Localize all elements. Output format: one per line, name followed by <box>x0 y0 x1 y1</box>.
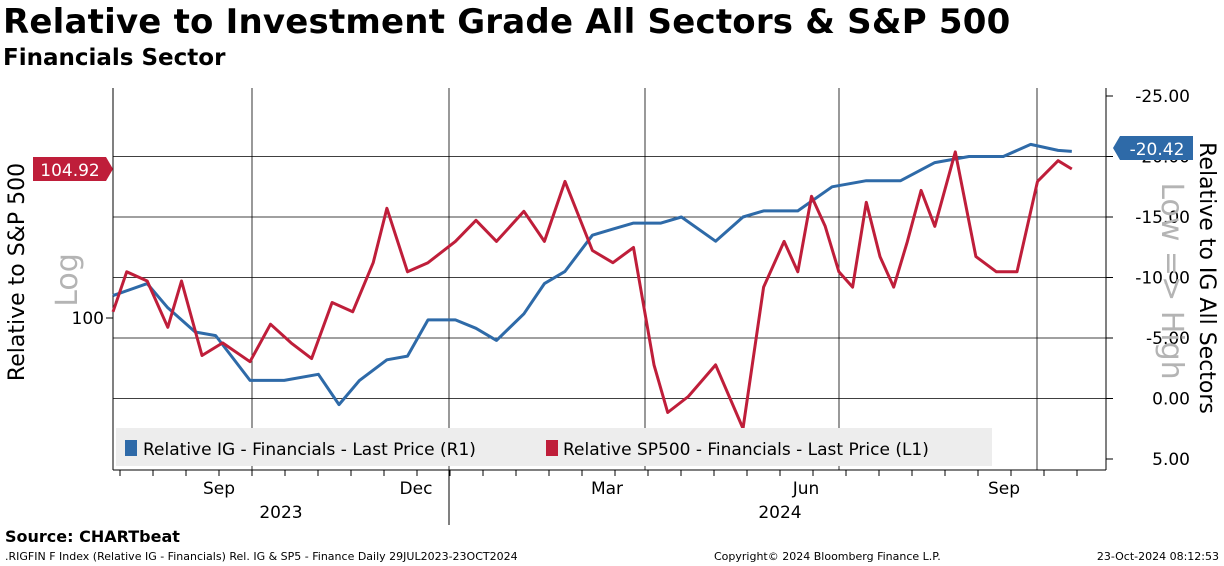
left-axis-label: Relative to S&P 500 <box>5 163 30 381</box>
watermark-low-high: Low => High <box>1154 182 1189 379</box>
x-ticks <box>119 470 1078 476</box>
grid <box>113 88 1106 470</box>
legend-swatch-sp500 <box>546 440 558 456</box>
right-tick-label: -5.00 <box>1146 329 1190 349</box>
chart-subtitle: Financials Sector <box>3 45 226 71</box>
left-last-value-badge: 104.92 <box>33 157 113 181</box>
footer-copyright: Copyright© 2024 Bloomberg Finance L.P. <box>714 550 941 563</box>
right-last-value-text: -20.42 <box>1130 140 1185 160</box>
watermark-log: Log <box>50 253 85 307</box>
legend: Relative IG - Financials - Last Price (R… <box>116 428 992 466</box>
legend-label-sp500: Relative SP500 - Financials - Last Price… <box>563 440 929 460</box>
right-tick-label: -10.00 <box>1135 269 1190 289</box>
right-tick-label: 0.00 <box>1152 390 1190 410</box>
right-tick-labels: -25.00-20.00-15.00-10.00-5.000.005.00 <box>1106 87 1190 470</box>
right-last-value-badge: -20.42 <box>1113 136 1193 160</box>
right-tick-label: -25.00 <box>1135 87 1190 107</box>
right-tick-label: 5.00 <box>1152 450 1190 470</box>
right-axis-label: Relative to IG All Sectors <box>1194 142 1219 414</box>
x-month-label-sep-2023: Sep <box>203 479 235 499</box>
left-last-value-text: 104.92 <box>40 161 99 181</box>
footer-timestamp: 23-Oct-2024 08:12:53 <box>1096 550 1219 563</box>
x-month-label-dec: Dec <box>400 479 433 499</box>
chart-title: Relative to Investment Grade All Sectors… <box>3 2 1011 42</box>
series-line-relative-sp500 <box>111 150 1073 430</box>
x-year-label-2023: 2023 <box>259 503 302 523</box>
x-year-label-2024: 2024 <box>758 503 801 523</box>
x-month-label-mar: Mar <box>591 479 623 499</box>
x-month-label-sep-2024: Sep <box>988 479 1020 499</box>
right-tick-label: -15.00 <box>1135 208 1190 228</box>
series-line-relative-ig <box>112 142 1072 407</box>
legend-label-ig: Relative IG - Financials - Last Price (R… <box>143 440 476 460</box>
source-note: Source: CHARTbeat <box>5 527 180 546</box>
x-month-label-jun: Jun <box>792 479 820 499</box>
footer-index-info: .RIGFIN F Index (Relative IG - Financial… <box>5 550 518 563</box>
legend-swatch-ig <box>125 440 137 456</box>
left-tick-label-100: 100 <box>72 309 104 329</box>
